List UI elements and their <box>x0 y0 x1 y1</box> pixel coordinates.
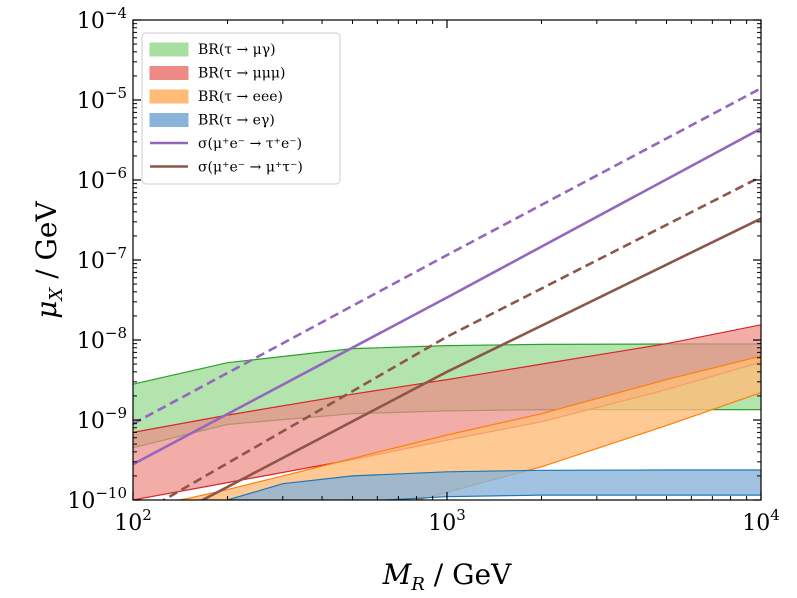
lines-layer <box>133 87 761 500</box>
legend-swatch-1 <box>149 66 189 80</box>
legend-label-2: BR(τ → eee) <box>198 89 283 105</box>
band-area-3 <box>227 470 761 500</box>
legend-label-1: BR(τ → μμμ) <box>198 66 285 82</box>
y-tick-label-6: 10−4 <box>77 4 127 34</box>
x-tick-label-2: 104 <box>742 506 780 536</box>
x-axis-label: MR / GeV <box>382 558 512 595</box>
legend-label-0: BR(τ → μγ) <box>198 42 276 58</box>
legend-swatch-0 <box>149 42 189 57</box>
legend-swatch-2 <box>149 89 189 104</box>
y-tick-label-2: 10−8 <box>77 324 127 354</box>
band-upper-edge-2 <box>174 355 761 500</box>
legend-box <box>141 32 341 185</box>
y-tick-label-4: 10−6 <box>77 164 127 194</box>
band-upper-edge-3 <box>222 469 761 500</box>
legend-label-3: BR(τ → eγ) <box>198 113 275 129</box>
legend: BR(τ → μγ) BR(τ → μμμ) BR(τ → eee) BR(τ → e… <box>141 32 341 185</box>
legend-swatch-3 <box>149 113 189 127</box>
x-tick-label-0: 102 <box>114 506 152 536</box>
y-tick-label-0: 10−10 <box>67 484 127 514</box>
line-solid-0 <box>133 127 761 466</box>
band-lower-edge-2 <box>415 392 761 500</box>
y-tick-label-3: 10−7 <box>77 244 127 274</box>
bands-layer <box>133 324 761 500</box>
ticks-layer: 102 103 104 10−10 10−9 10−8 10−7 10−6 10−5 10−4 <box>67 4 779 536</box>
line-dashed-0 <box>133 87 761 425</box>
band-lower-edge-3 <box>374 494 761 500</box>
line-solid-1 <box>199 217 761 500</box>
y-tick-label-1: 10−9 <box>77 404 127 434</box>
legend-label-4: σ(μ⁺e⁻ → τ⁺e⁻) <box>198 136 302 152</box>
band-area-1 <box>133 324 761 500</box>
y-tick-label-5: 10−5 <box>77 84 127 114</box>
x-tick-label-1: 103 <box>428 506 466 536</box>
legend-label-5: σ(μ⁺e⁻ → μ⁺τ⁻) <box>198 160 303 176</box>
line-dashed-1 <box>161 175 761 500</box>
y-axis-label: μX / GeV <box>30 201 67 319</box>
